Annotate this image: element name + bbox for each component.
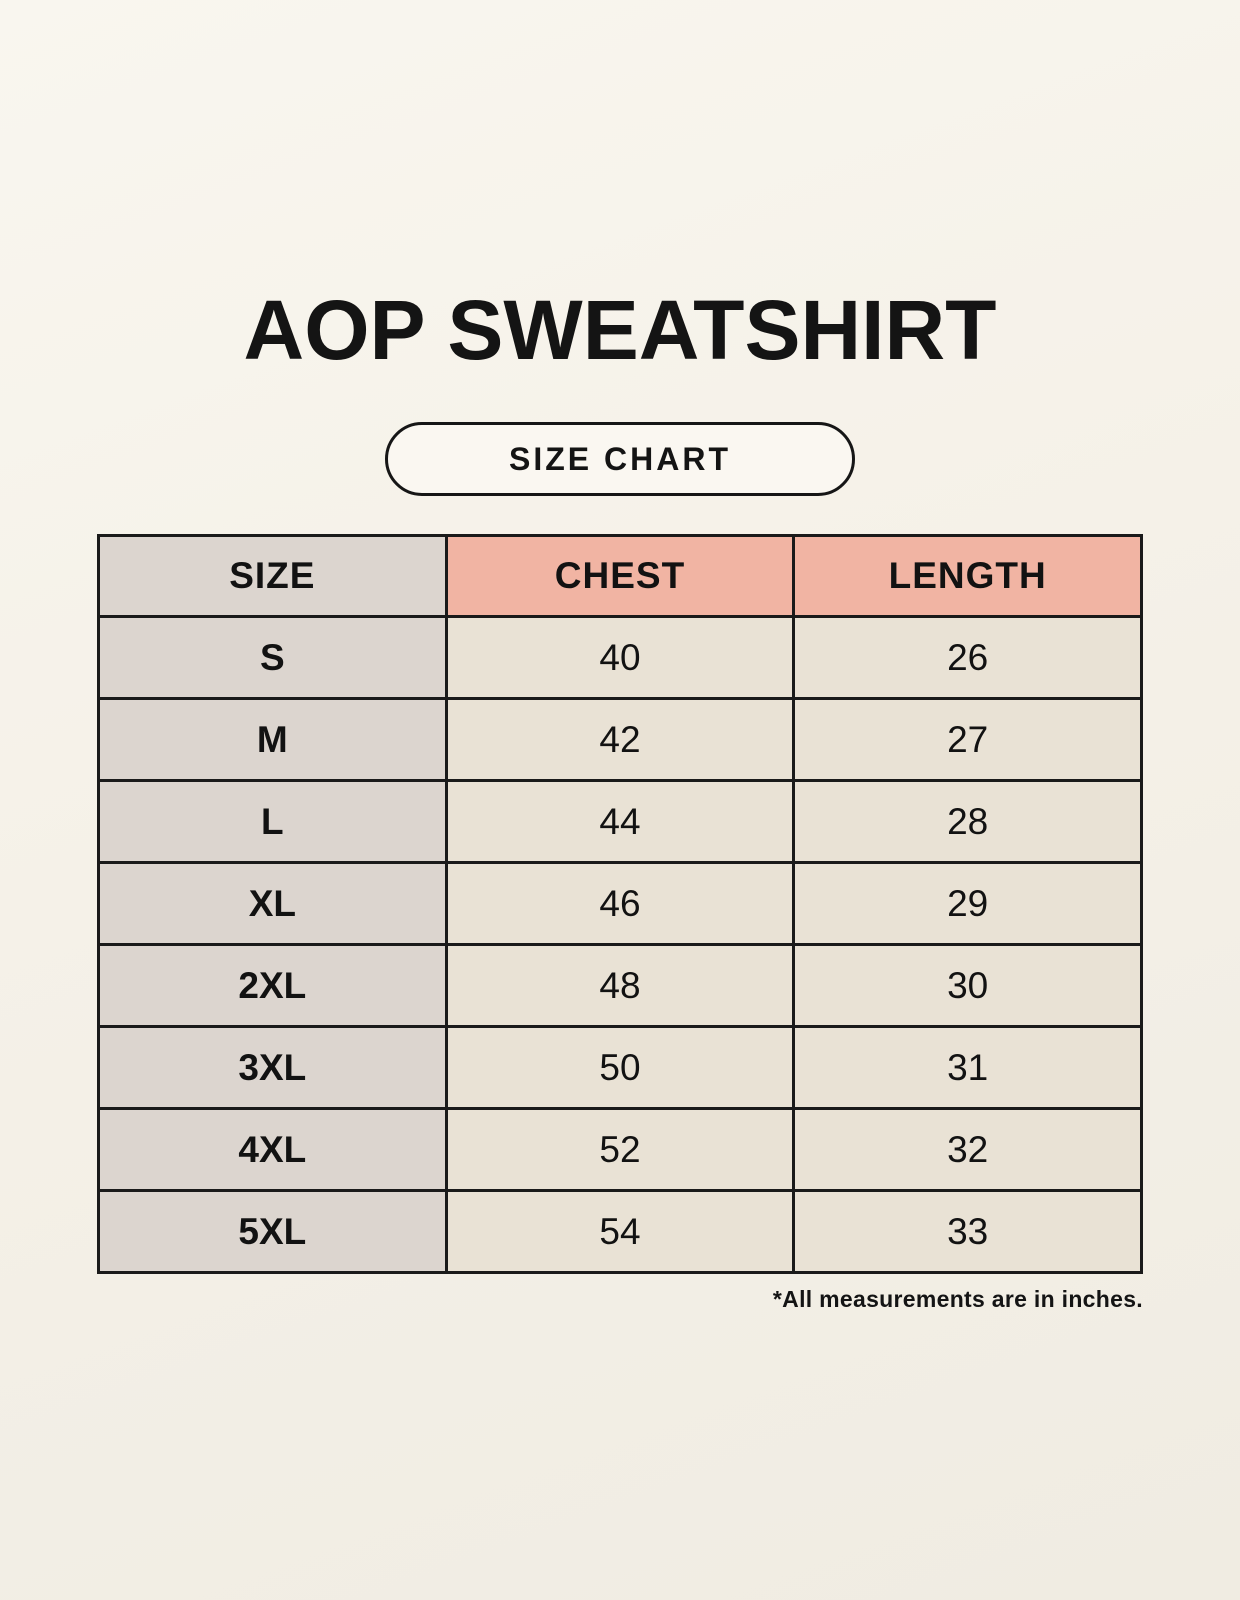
header-chest: CHEST (444, 534, 796, 618)
table-row: 5XL 54 33 (97, 1189, 1143, 1274)
chest-value-cell: 44 (444, 779, 796, 864)
page-title: AOP SWEATSHIRT (243, 283, 997, 377)
header-size: SIZE (97, 534, 448, 618)
size-cell: XL (97, 861, 448, 946)
chest-value-cell: 46 (444, 861, 796, 946)
size-chart-badge[interactable]: SIZE CHART (385, 422, 855, 496)
table-row: 3XL 50 31 (97, 1025, 1143, 1110)
size-cell: 5XL (97, 1189, 448, 1274)
size-cell: 2XL (97, 943, 448, 1028)
length-value-cell: 27 (792, 697, 1143, 782)
table-row: 2XL 48 30 (97, 943, 1143, 1028)
length-value-cell: 28 (792, 779, 1143, 864)
length-value-cell: 32 (792, 1107, 1143, 1192)
table-row: L 44 28 (97, 779, 1143, 864)
size-cell: S (97, 615, 448, 700)
size-chart-table: SIZE CHEST LENGTH S 40 26 M 42 27 L (97, 534, 1143, 1274)
measurements-note: *All measurements are in inches. (772, 1286, 1143, 1312)
length-value-cell: 33 (792, 1189, 1143, 1274)
header-row: SIZE CHEST LENGTH (97, 534, 1143, 618)
chest-value-cell: 52 (444, 1107, 796, 1192)
table-row: M 42 27 (97, 697, 1143, 782)
length-value-cell: 30 (792, 943, 1143, 1028)
size-cell: 4XL (97, 1107, 448, 1192)
length-value-cell: 29 (792, 861, 1143, 946)
table-row: 4XL 52 32 (97, 1107, 1143, 1192)
chest-value-cell: 48 (444, 943, 796, 1028)
size-cell: M (97, 697, 448, 782)
table-row: XL 46 29 (97, 861, 1143, 946)
chest-value-cell: 54 (444, 1189, 796, 1274)
length-value-cell: 31 (792, 1025, 1143, 1110)
table-header: SIZE CHEST LENGTH (97, 534, 1143, 618)
size-chart-badge-label: SIZE CHART (509, 440, 731, 477)
header-length: LENGTH (792, 534, 1143, 618)
chest-value-cell: 50 (444, 1025, 796, 1110)
chest-value-cell: 40 (444, 615, 796, 700)
size-chart-table-container: SIZE CHEST LENGTH S 40 26 M 42 27 L (97, 534, 1143, 1313)
size-cell: 3XL (97, 1025, 448, 1110)
length-value-cell: 26 (792, 615, 1143, 700)
table-body: S 40 26 M 42 27 L 44 28 XL 46 29 (97, 615, 1143, 1274)
size-cell: L (97, 779, 448, 864)
chest-value-cell: 42 (444, 697, 796, 782)
table-row: S 40 26 (97, 615, 1143, 700)
